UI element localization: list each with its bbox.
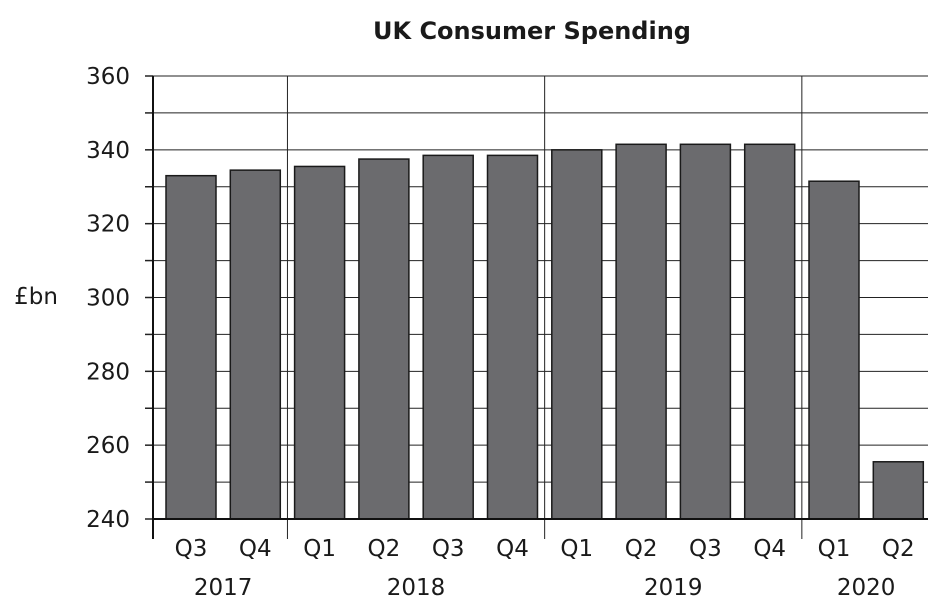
bar bbox=[358, 158, 410, 520]
year-label: 2019 bbox=[644, 575, 703, 597]
y-tick-label: 340 bbox=[86, 138, 130, 164]
x-tick-label: Q3 bbox=[689, 536, 722, 562]
x-tick-label: Q3 bbox=[175, 536, 208, 562]
bar bbox=[679, 143, 732, 520]
x-tick-label: Q2 bbox=[368, 536, 401, 562]
y-tick-label: 320 bbox=[86, 212, 130, 238]
year-label: 2018 bbox=[387, 575, 446, 597]
y-tick-label: 360 bbox=[86, 64, 130, 90]
x-tick-label: Q2 bbox=[625, 536, 658, 562]
x-tick-label: Q3 bbox=[432, 536, 465, 562]
grid bbox=[153, 75, 928, 539]
x-tick-label: Q2 bbox=[882, 536, 915, 562]
y-tick-label: 240 bbox=[86, 507, 130, 533]
bar bbox=[293, 165, 346, 520]
x-tick-label: Q1 bbox=[818, 536, 851, 562]
x-tick-label: Q4 bbox=[496, 536, 529, 562]
y-tick-label: 300 bbox=[86, 286, 130, 312]
bar bbox=[229, 169, 282, 520]
y-axis-label: £bn bbox=[14, 284, 58, 310]
y-tick-label: 260 bbox=[86, 433, 130, 459]
x-tick-label: Q4 bbox=[753, 536, 786, 562]
bar bbox=[486, 154, 539, 520]
bar bbox=[808, 180, 860, 520]
y-tick-label: 280 bbox=[86, 359, 130, 385]
x-tick-label: Q1 bbox=[303, 536, 336, 562]
bar bbox=[743, 143, 796, 520]
year-label: 2017 bbox=[194, 575, 253, 597]
bar bbox=[165, 174, 217, 520]
bar bbox=[615, 143, 667, 520]
year-label: 2020 bbox=[837, 575, 896, 597]
bar bbox=[872, 461, 925, 520]
axes bbox=[145, 75, 928, 539]
x-tick-label: Q1 bbox=[560, 536, 593, 562]
bar bbox=[422, 154, 474, 520]
bars bbox=[165, 143, 925, 520]
x-tick-label: Q4 bbox=[239, 536, 272, 562]
bar bbox=[551, 149, 603, 520]
chart-title: UK Consumer Spending bbox=[373, 17, 691, 45]
axis-labels: 240 260 280 300 320 340 360 2017 2018 2019 2020 Q3 Q… bbox=[86, 64, 915, 601]
